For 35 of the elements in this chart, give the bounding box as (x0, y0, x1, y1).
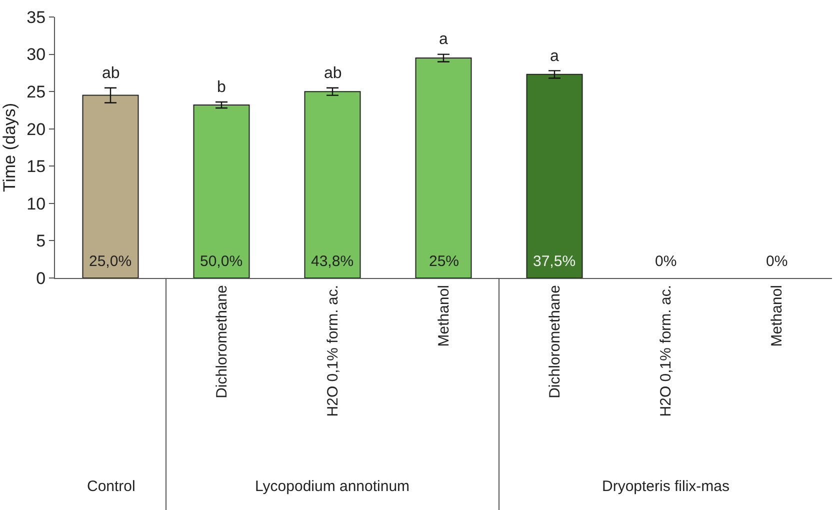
annotation: 0% (655, 253, 677, 270)
bar (82, 94, 139, 278)
x-tick-label: H2O 0,1% form. ac. (657, 285, 674, 417)
x-tick-label: Methanol (435, 285, 452, 347)
y-tick-label: 15 (26, 157, 46, 176)
annotation: b (217, 79, 226, 96)
text: Dryopteris filix-mas (602, 478, 730, 495)
y-axis-title: Time (days) (0, 102, 20, 192)
y-tick-label: 25 (26, 82, 46, 102)
annotation: a (550, 48, 559, 65)
annotation: a (439, 31, 448, 48)
x-tick-label: H2O 0,1% form. ac. (324, 285, 342, 417)
bar (526, 74, 583, 278)
text: Lycopodium annotinum (255, 478, 410, 495)
y-tick-label: 30 (26, 45, 46, 64)
x-tick-label: Dichloromethane (213, 285, 230, 398)
x-tick-label: Methanol (768, 285, 786, 347)
annotation: ab (102, 65, 120, 82)
annotation: 25% (429, 253, 460, 270)
text: Control (87, 478, 136, 495)
annotation: ab (324, 65, 342, 82)
annotation: 50,0% (200, 253, 243, 270)
y-tick-label: 10 (26, 194, 46, 214)
bar (415, 58, 472, 278)
annotation: 43,8% (311, 253, 354, 270)
annotation: 37,5% (533, 253, 576, 270)
x-tick-label: Dichloromethane (546, 285, 564, 398)
y-tick-label: 20 (26, 120, 46, 139)
bar (193, 104, 250, 278)
y-tick-label: 0 (36, 268, 46, 288)
annotation: 25,0% (89, 253, 132, 270)
bar (304, 91, 361, 278)
y-tick-label: 5 (36, 232, 46, 251)
y-tick-label: 35 (26, 8, 46, 27)
annotation: 0% (766, 253, 788, 270)
